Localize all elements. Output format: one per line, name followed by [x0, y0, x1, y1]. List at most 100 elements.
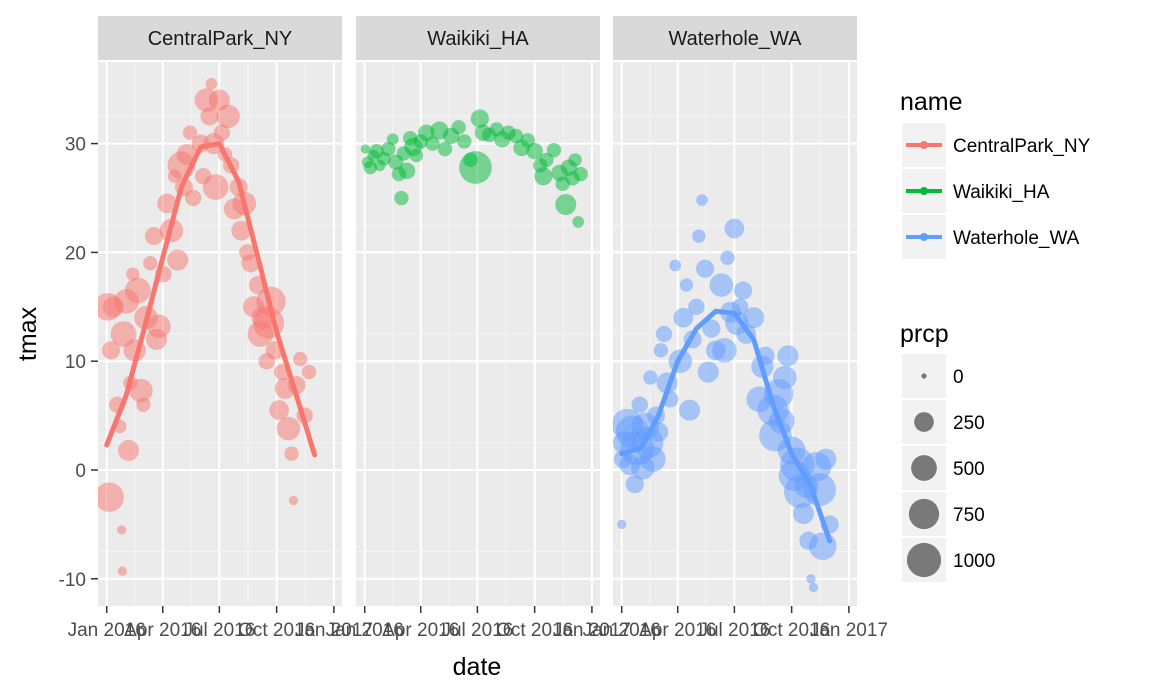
legend-color-key: [902, 123, 946, 167]
data-point: [724, 218, 745, 239]
series-2: [613, 194, 839, 593]
data-point: [167, 249, 189, 271]
data-point: [777, 345, 799, 367]
data-point: [117, 439, 140, 461]
data-point: [546, 142, 562, 158]
data-point: [126, 267, 140, 281]
legend-color-label: Waterhole_WA: [953, 228, 1080, 249]
data-point: [136, 397, 151, 412]
data-point: [679, 399, 701, 421]
smooth-line: [619, 308, 833, 544]
y-tick-label: 30: [65, 135, 86, 156]
data-point: [696, 194, 708, 207]
x-tick-label: Jul 2016: [441, 620, 513, 641]
data-point: [363, 160, 378, 175]
legend-size-key: [902, 492, 946, 536]
legend-size-label: 250: [953, 413, 985, 434]
data-point: [709, 273, 734, 297]
data-point: [631, 396, 648, 413]
data-point: [679, 278, 694, 292]
x-tick-label: Jan 2017: [553, 620, 631, 641]
data-point: [643, 370, 658, 385]
facet-strip-label: CentralPark_NY: [148, 28, 293, 50]
data-point: [720, 250, 735, 266]
facet-strip: [356, 16, 600, 60]
data-point: [572, 216, 585, 228]
facet-strip: [98, 16, 342, 60]
data-point: [182, 125, 198, 140]
x-tick-label: Oct 2016: [753, 620, 830, 641]
data-point: [734, 281, 753, 300]
data-point: [147, 314, 171, 339]
data-point: [394, 190, 409, 206]
data-point: [144, 226, 164, 246]
x-tick-label: Jul 2016: [698, 620, 770, 641]
data-point: [653, 343, 669, 358]
data-point: [539, 152, 554, 168]
data-point: [409, 148, 424, 163]
data-point: [697, 361, 719, 383]
x-tick-label: Apr 2016: [382, 620, 459, 641]
x-tick-label: Apr 2016: [124, 620, 201, 641]
data-point: [639, 446, 666, 472]
legend-size-key: [902, 538, 946, 582]
data-point: [117, 525, 127, 535]
data-point: [655, 325, 673, 343]
data-point: [293, 351, 308, 367]
y-tick-label: -10: [59, 570, 86, 591]
data-point: [200, 107, 219, 126]
data-point: [534, 167, 553, 186]
data-point: [386, 133, 399, 146]
x-tick-label: Apr 2016: [639, 620, 716, 641]
data-point: [470, 109, 489, 128]
data-point: [425, 136, 440, 151]
legend-color-title: name: [900, 88, 963, 116]
data-point: [276, 416, 301, 441]
y-tick-label: 10: [65, 352, 86, 373]
data-point: [792, 502, 815, 525]
data-point: [696, 259, 715, 278]
legend-size-label: 1000: [953, 551, 995, 572]
series-1: [360, 109, 588, 228]
data-point: [617, 519, 627, 530]
data-point: [231, 220, 252, 241]
legend-size-key: [902, 446, 946, 490]
data-point: [117, 566, 127, 576]
data-point: [688, 298, 705, 316]
data-point: [157, 193, 177, 214]
data-point: [437, 141, 453, 157]
data-point: [806, 574, 816, 584]
x-axis-title: date: [453, 653, 502, 681]
smooth-line: [104, 141, 318, 458]
data-point: [508, 128, 524, 144]
data-point: [573, 166, 588, 182]
data-point: [712, 337, 737, 363]
legend-size-circle: [906, 542, 942, 578]
facet-strip-label: Waterhole_WA: [668, 28, 802, 50]
data-point: [205, 77, 218, 90]
x-tick-label: Jan 2017: [810, 620, 888, 641]
x-tick-label: Jan 2017: [295, 620, 373, 641]
facet-strip: [613, 16, 857, 60]
data-point: [815, 448, 837, 470]
data-point: [625, 475, 644, 494]
data-point: [743, 307, 765, 329]
legend-size-circle: [911, 455, 937, 481]
data-point: [143, 256, 158, 271]
x-tick-label: Oct 2016: [496, 620, 573, 641]
data-point: [555, 193, 577, 216]
x-tick-label: Oct 2016: [238, 620, 315, 641]
data-point: [202, 174, 229, 200]
series-0: [98, 77, 318, 576]
x-tick-label: Jan 2016: [583, 620, 661, 641]
y-tick-label: 20: [65, 243, 86, 264]
data-point: [773, 365, 797, 390]
data-point: [673, 307, 694, 328]
legend-size-title: prcp: [900, 320, 949, 348]
data-point: [301, 364, 317, 380]
legend-color-key: [902, 169, 946, 213]
data-point: [129, 378, 153, 403]
data-point: [124, 277, 151, 304]
